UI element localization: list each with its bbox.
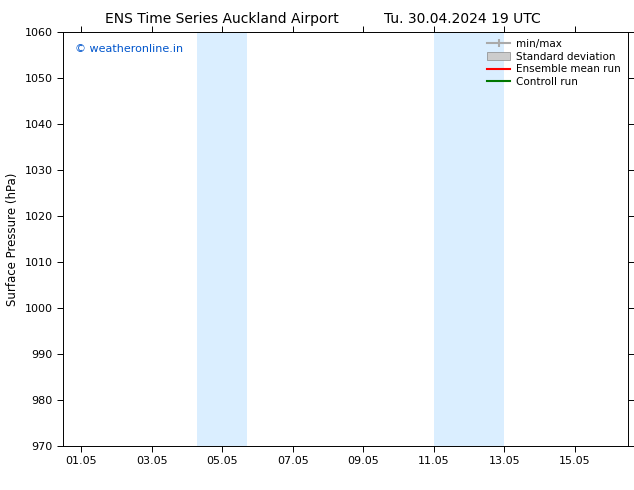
Text: Tu. 30.04.2024 19 UTC: Tu. 30.04.2024 19 UTC [384,12,541,26]
Legend: min/max, Standard deviation, Ensemble mean run, Controll run: min/max, Standard deviation, Ensemble me… [486,37,623,89]
Text: ENS Time Series Auckland Airport: ENS Time Series Auckland Airport [105,12,339,26]
Bar [434,32,504,446]
Bar [197,32,247,446]
Y-axis label: Surface Pressure (hPa): Surface Pressure (hPa) [6,172,19,306]
Text: © weatheronline.in: © weatheronline.in [75,44,183,54]
